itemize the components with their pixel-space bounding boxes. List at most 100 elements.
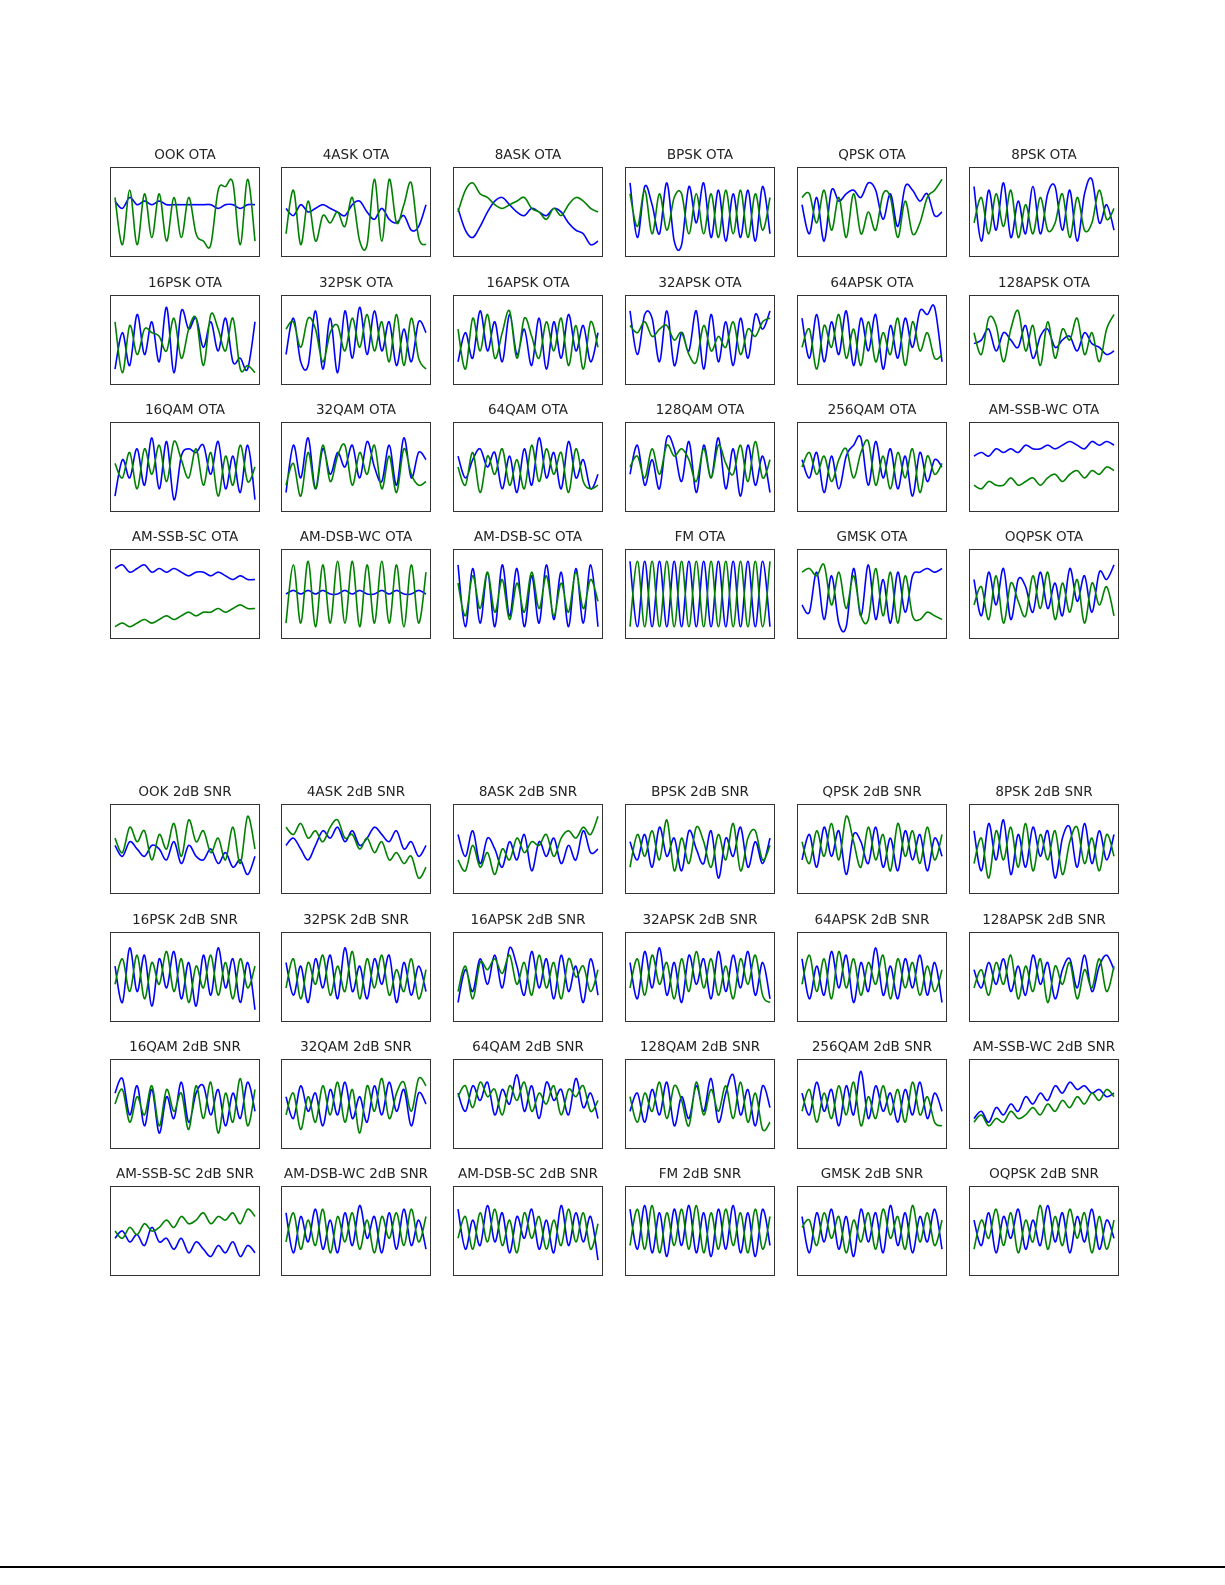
panel-title: 32APSK OTA	[658, 275, 742, 291]
q-series-line	[973, 189, 1115, 239]
i-series-line	[285, 306, 427, 374]
panel-frame	[281, 549, 431, 639]
waveform-panel	[797, 549, 947, 639]
q-series-line	[285, 1208, 427, 1254]
q-series-line	[629, 950, 771, 1004]
q-series-line	[801, 313, 943, 370]
waveform-panel	[281, 932, 431, 1022]
panel-title: 16PSK 2dB SNR	[132, 912, 238, 928]
panel-title: 256QAM 2dB SNR	[811, 1039, 933, 1055]
panel-frame	[969, 167, 1119, 257]
panel-frame	[969, 1059, 1119, 1149]
waveform-panel	[625, 167, 775, 257]
panel-title: OOK OTA	[154, 147, 216, 163]
i-series-line	[114, 196, 256, 210]
panel-frame	[969, 422, 1119, 512]
panel-title: 4ASK OTA	[322, 147, 390, 163]
waveform-panel	[969, 167, 1119, 257]
panel-frame	[625, 167, 775, 257]
panel-frame	[281, 1059, 431, 1149]
panel-frame	[625, 1059, 775, 1149]
q-series-line	[457, 816, 599, 876]
i-series-line	[973, 1081, 1115, 1123]
panel-title: 32APSK 2dB SNR	[642, 912, 758, 928]
panel-title: FM OTA	[674, 529, 726, 545]
i-series-line	[801, 181, 943, 242]
panel-title: QPSK OTA	[838, 147, 906, 163]
panel-frame	[625, 422, 775, 512]
waveform-panel	[797, 932, 947, 1022]
i-series-line	[114, 1077, 256, 1134]
panel-frame	[453, 932, 603, 1022]
panel-frame	[969, 804, 1119, 894]
q-series-line	[801, 178, 943, 239]
q-series-line	[457, 1208, 599, 1254]
q-series-line	[285, 560, 427, 628]
i-series-line	[114, 1226, 256, 1258]
panel-title: 128QAM 2dB SNR	[639, 1039, 761, 1055]
panel-title: 32QAM OTA	[315, 402, 397, 418]
panel-frame	[110, 549, 260, 639]
i-series-line	[457, 829, 599, 872]
waveform-panel	[453, 804, 603, 894]
panel-title: 16QAM 2dB SNR	[129, 1039, 241, 1055]
waveform-panel	[969, 549, 1119, 639]
panel-title: 8PSK 2dB SNR	[995, 784, 1093, 800]
waveform-panel	[453, 549, 603, 639]
waveform-panel	[625, 295, 775, 385]
panel-frame	[453, 422, 603, 512]
waveform-panel	[281, 167, 431, 257]
q-series-line	[801, 1204, 943, 1254]
waveform-panel	[969, 422, 1119, 512]
q-series-line	[973, 1088, 1115, 1127]
i-series-line	[629, 826, 771, 879]
q-series-line	[801, 439, 943, 494]
q-series-line	[457, 444, 599, 494]
i-series-line	[801, 1070, 943, 1127]
i-series-line	[114, 306, 256, 374]
waveform-panel	[110, 422, 260, 512]
i-series-line	[457, 310, 599, 370]
i-series-line	[457, 564, 599, 628]
q-series-line	[114, 815, 256, 865]
panel-frame	[797, 422, 947, 512]
waveform-panel	[110, 1186, 260, 1276]
q-series-line	[801, 563, 943, 625]
q-series-line	[114, 604, 256, 628]
q-series-line	[114, 950, 256, 1004]
panel-frame	[110, 1059, 260, 1149]
i-series-line	[973, 324, 1115, 360]
waveform-panel	[453, 932, 603, 1022]
i-series-line	[973, 440, 1115, 457]
panel-title: QPSK 2dB SNR	[822, 784, 922, 800]
panel-frame	[797, 932, 947, 1022]
waveform-panel	[110, 167, 260, 257]
q-series-line	[801, 1081, 943, 1127]
q-series-line	[973, 1204, 1115, 1254]
panel-title: 64QAM OTA	[487, 402, 569, 418]
q-series-line	[457, 1081, 599, 1116]
panel-frame	[281, 932, 431, 1022]
i-series-line	[801, 304, 943, 370]
waveform-panel	[281, 549, 431, 639]
q-series-line	[629, 317, 771, 365]
panel-title: AM-DSB-WC OTA	[299, 529, 413, 545]
q-series-line	[457, 309, 599, 370]
panel-frame	[625, 932, 775, 1022]
q-series-line	[114, 1208, 256, 1240]
waveform-panel	[110, 932, 260, 1022]
panel-title: 8ASK 2dB SNR	[478, 784, 578, 800]
q-series-line	[629, 819, 771, 872]
i-series-line	[285, 437, 427, 493]
q-series-line	[629, 1081, 771, 1132]
panel-title: AM-SSB-WC 2dB SNR	[972, 1039, 1116, 1055]
waveform-panel	[453, 295, 603, 385]
i-series-line	[457, 946, 599, 1004]
q-series-line	[114, 1077, 256, 1134]
waveform-panel	[969, 295, 1119, 385]
panel-frame	[969, 932, 1119, 1022]
panel-frame	[797, 1059, 947, 1149]
panel-frame	[110, 295, 260, 385]
i-series-line	[801, 947, 943, 1004]
q-series-line	[973, 309, 1115, 367]
